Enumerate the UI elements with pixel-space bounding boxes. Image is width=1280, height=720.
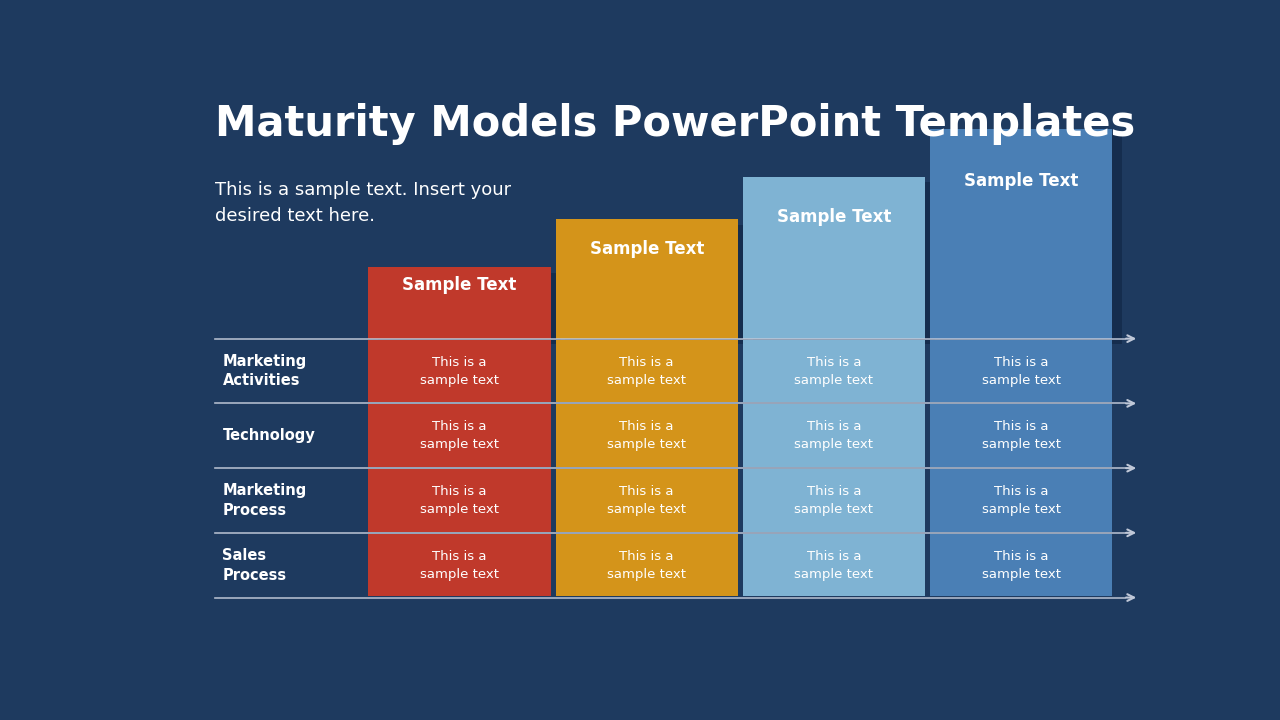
- Text: Sample Text: Sample Text: [590, 240, 704, 258]
- Bar: [753, 182, 934, 344]
- Bar: [369, 267, 550, 338]
- Text: This is a
sample text: This is a sample text: [607, 356, 686, 387]
- Text: This is a
sample text: This is a sample text: [982, 356, 1061, 387]
- Bar: [931, 534, 1112, 596]
- Text: This is a
sample text: This is a sample text: [795, 356, 873, 387]
- Bar: [369, 469, 550, 532]
- Bar: [369, 340, 550, 402]
- Bar: [556, 405, 737, 467]
- Bar: [742, 469, 925, 532]
- Bar: [940, 135, 1123, 344]
- Text: This is a
sample text: This is a sample text: [420, 356, 499, 387]
- Bar: [369, 534, 550, 596]
- Text: This is a
sample text: This is a sample text: [982, 485, 1061, 516]
- Text: This is a
sample text: This is a sample text: [420, 485, 499, 516]
- Bar: [566, 225, 748, 344]
- Text: Marketing
Activities: Marketing Activities: [223, 354, 307, 388]
- Text: This is a sample text. Insert your
desired text here.: This is a sample text. Insert your desir…: [215, 181, 511, 225]
- Bar: [742, 340, 925, 402]
- Bar: [931, 129, 1112, 338]
- Bar: [556, 220, 737, 338]
- Text: This is a
sample text: This is a sample text: [795, 485, 873, 516]
- Text: This is a
sample text: This is a sample text: [420, 549, 499, 581]
- Bar: [931, 405, 1112, 467]
- Text: This is a
sample text: This is a sample text: [607, 549, 686, 581]
- Bar: [556, 469, 737, 532]
- Text: Sample Text: Sample Text: [777, 208, 891, 226]
- Text: Maturity Models PowerPoint Templates: Maturity Models PowerPoint Templates: [215, 103, 1135, 145]
- Text: This is a
sample text: This is a sample text: [795, 549, 873, 581]
- Bar: [742, 405, 925, 467]
- Bar: [742, 176, 925, 338]
- Bar: [379, 273, 561, 344]
- Text: This is a
sample text: This is a sample text: [982, 420, 1061, 451]
- Text: This is a
sample text: This is a sample text: [420, 420, 499, 451]
- Bar: [931, 469, 1112, 532]
- Text: Technology: Technology: [223, 428, 315, 444]
- Text: This is a
sample text: This is a sample text: [982, 549, 1061, 581]
- Text: Sales
Process: Sales Process: [223, 548, 287, 582]
- Text: Marketing
Process: Marketing Process: [223, 483, 307, 518]
- Bar: [742, 534, 925, 596]
- Text: This is a
sample text: This is a sample text: [795, 420, 873, 451]
- Bar: [931, 340, 1112, 402]
- Text: Sample Text: Sample Text: [964, 172, 1078, 190]
- Bar: [556, 340, 737, 402]
- Text: Sample Text: Sample Text: [402, 276, 517, 294]
- Bar: [556, 534, 737, 596]
- Text: This is a
sample text: This is a sample text: [607, 485, 686, 516]
- Text: This is a
sample text: This is a sample text: [607, 420, 686, 451]
- Bar: [369, 405, 550, 467]
